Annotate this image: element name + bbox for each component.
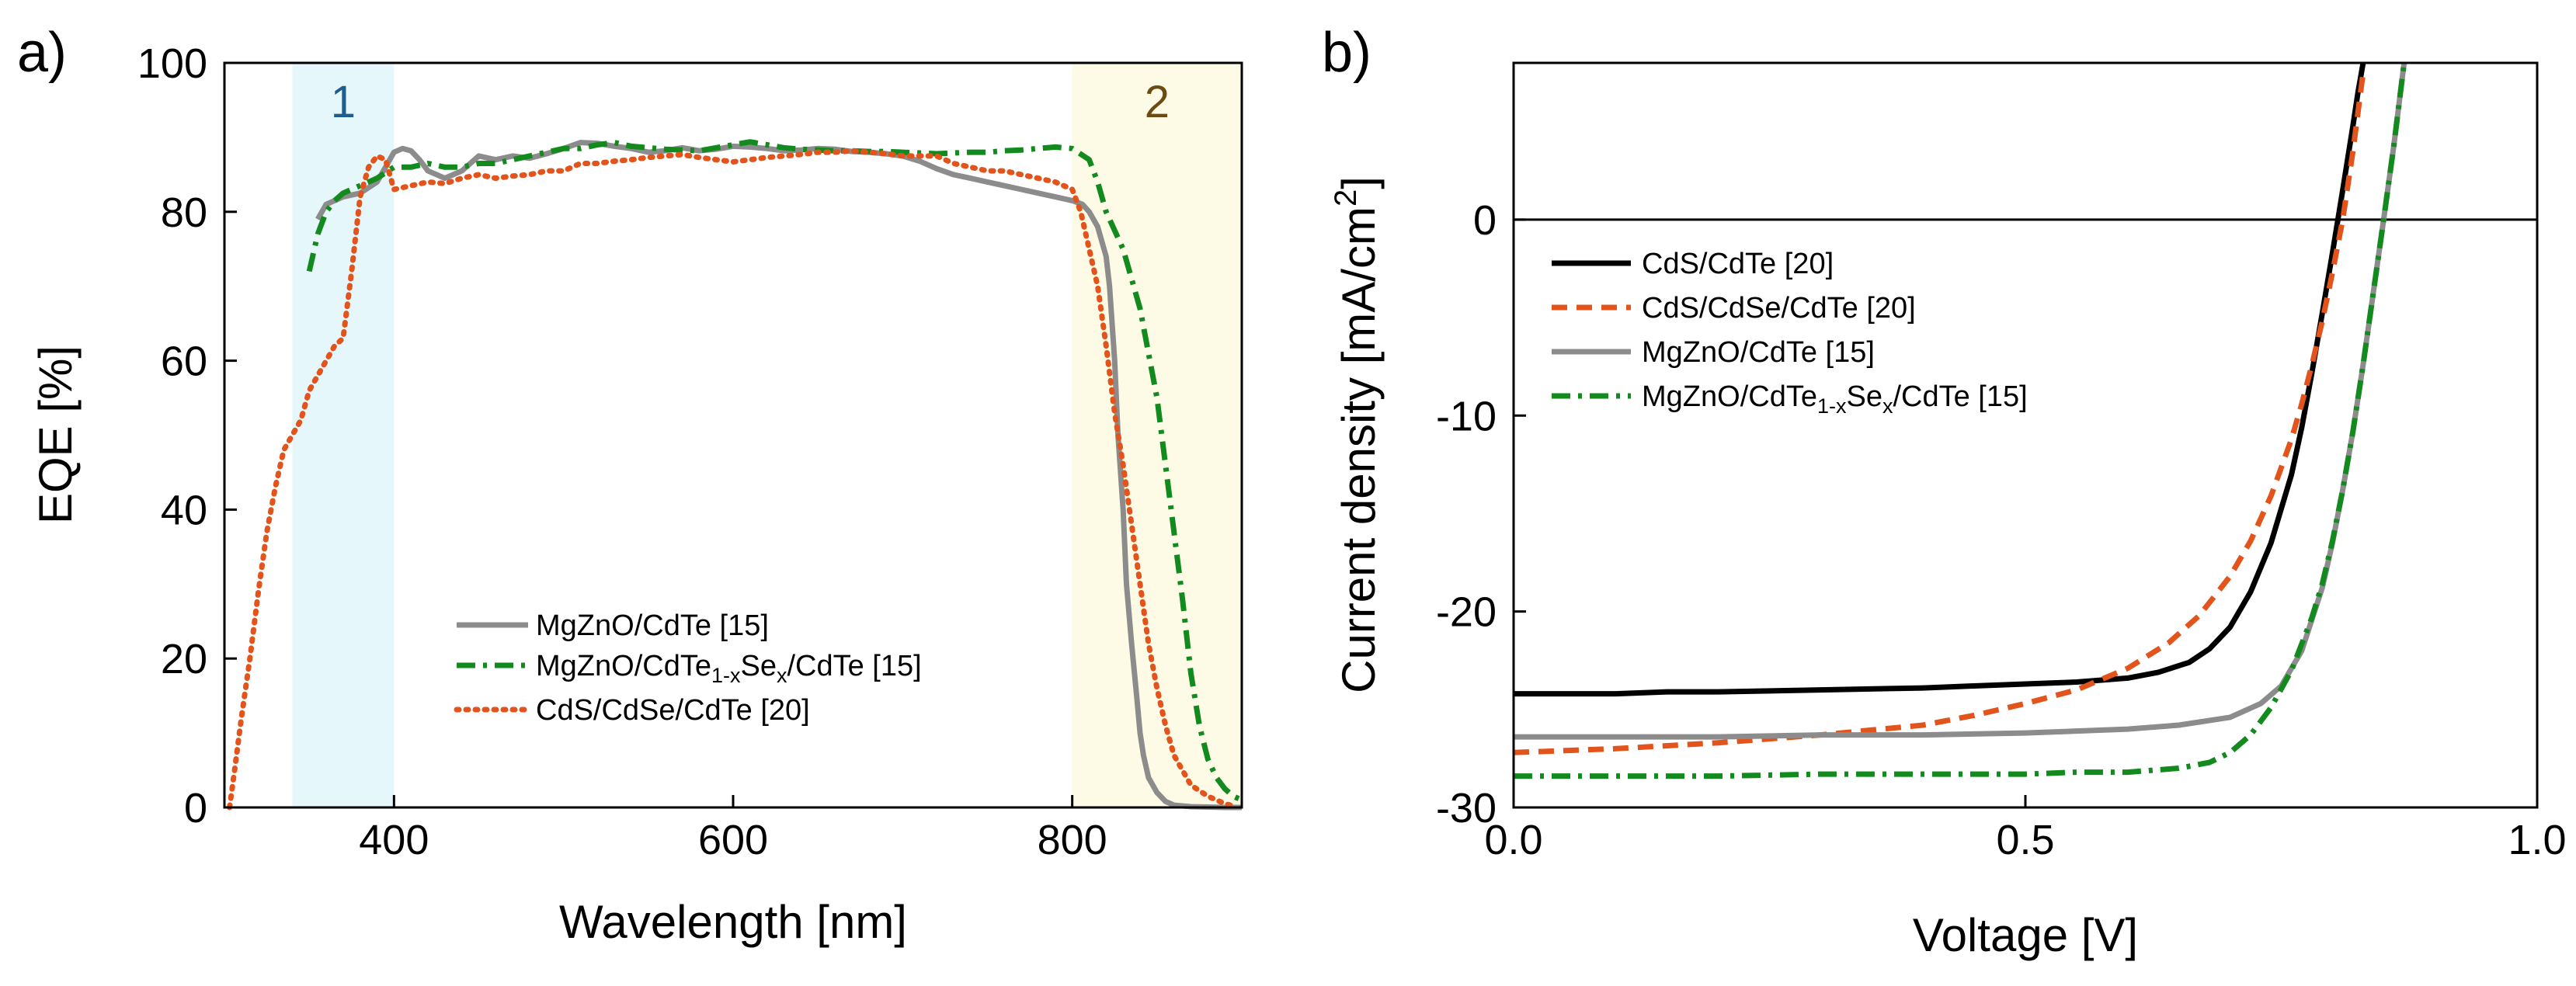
jv-series-mgzno-cdte1-xsex-cdte-15 bbox=[1514, 62, 2407, 779]
jv-series-cds-cdte-20 bbox=[1514, 62, 2366, 697]
y-tick-label: -30 bbox=[1436, 785, 1497, 832]
y-tick-label: 60 bbox=[161, 339, 207, 385]
region-1-band bbox=[292, 63, 395, 807]
legend-label-mgzno-cdtese-cdte: MgZnO/CdTe1-xSex/CdTe [15] bbox=[536, 650, 922, 687]
eqe-series-group bbox=[227, 139, 1243, 811]
eqe-series-mgzno-cdte1-xsex-cdte-15 bbox=[306, 139, 1243, 803]
x-axis-label: Voltage [V] bbox=[1913, 909, 2138, 961]
y-tick-label: 100 bbox=[137, 40, 207, 87]
region-2-label: 2 bbox=[1145, 77, 1170, 127]
panel-b-label: b) bbox=[1322, 22, 1371, 84]
jv-series-group bbox=[1513, 62, 2407, 779]
y-tick-label: 40 bbox=[161, 487, 207, 533]
legend-label-cds-cdte: CdS/CdTe [20] bbox=[1642, 248, 1834, 280]
y-axis-label: EQE [%] bbox=[30, 345, 82, 524]
legend-label-mgzno-cdte: MgZnO/CdTe [15] bbox=[1642, 336, 1875, 369]
y-tick-label: -10 bbox=[1436, 393, 1497, 439]
y-tick-label: 0 bbox=[1473, 197, 1497, 244]
legend-label-mgzno-cdtese-cdte: MgZnO/CdTe1-xSex/CdTe [15] bbox=[1642, 380, 2028, 418]
y-tick-label: 80 bbox=[161, 189, 207, 236]
legend-label-cds-cdse-cdte: CdS/CdSe/CdTe [20] bbox=[1642, 292, 1916, 325]
panel-a-legend: MgZnO/CdTe [15] MgZnO/CdTe1-xSex/CdTe [1… bbox=[454, 609, 922, 727]
x-tick-label: 400 bbox=[359, 817, 429, 863]
y-tick-label: 20 bbox=[161, 636, 207, 682]
y-axis-label: Current density [mA/cm2] bbox=[1329, 176, 1385, 693]
x-axis-ticks: 400 600 800 bbox=[359, 795, 1107, 863]
legend-label-cds-cdse-cdte: CdS/CdSe/CdTe [20] bbox=[536, 694, 810, 727]
y-tick-label: -20 bbox=[1436, 589, 1497, 636]
y-tick-label: 0 bbox=[184, 785, 207, 832]
x-axis-ticks: 0.0 0.5 1.0 bbox=[1484, 795, 2567, 863]
jv-series-mgzno-cdte-15 bbox=[1514, 62, 2407, 740]
eqe-series-cds-cdse-cdte-20 bbox=[227, 148, 1236, 811]
panel-b-jv-chart: b) 0.0 0.5 1.0 -30 -20 -10 0 Voltage [V] Curr… bbox=[1322, 22, 2567, 961]
panel-b-plot-frame bbox=[1512, 61, 2539, 809]
panel-a-label: a) bbox=[17, 22, 67, 84]
panel-a-eqe-chart: a) 1 2 400 600 800 0 20 40 60 80 100 Wavelength … bbox=[17, 22, 1243, 948]
y-axis-ticks: -30 -20 -10 0 bbox=[1436, 197, 1526, 832]
x-tick-label: 600 bbox=[698, 817, 768, 863]
x-tick-label: 800 bbox=[1038, 817, 1107, 863]
x-tick-label: 0.0 bbox=[1484, 817, 1542, 863]
y-axis-ticks: 0 20 40 60 80 100 bbox=[137, 40, 237, 832]
x-tick-label: 1.0 bbox=[2508, 817, 2566, 863]
x-axis-label: Wavelength [nm] bbox=[559, 896, 907, 948]
panel-b-legend: CdS/CdTe [20] CdS/CdSe/CdTe [20] MgZnO/C… bbox=[1552, 248, 2028, 418]
legend-label-mgzno-cdte: MgZnO/CdTe [15] bbox=[536, 609, 769, 642]
region-1-label: 1 bbox=[331, 77, 356, 127]
jv-series-cds-cdse-cdte-20 bbox=[1513, 72, 2366, 755]
x-tick-label: 0.5 bbox=[1996, 817, 2054, 863]
